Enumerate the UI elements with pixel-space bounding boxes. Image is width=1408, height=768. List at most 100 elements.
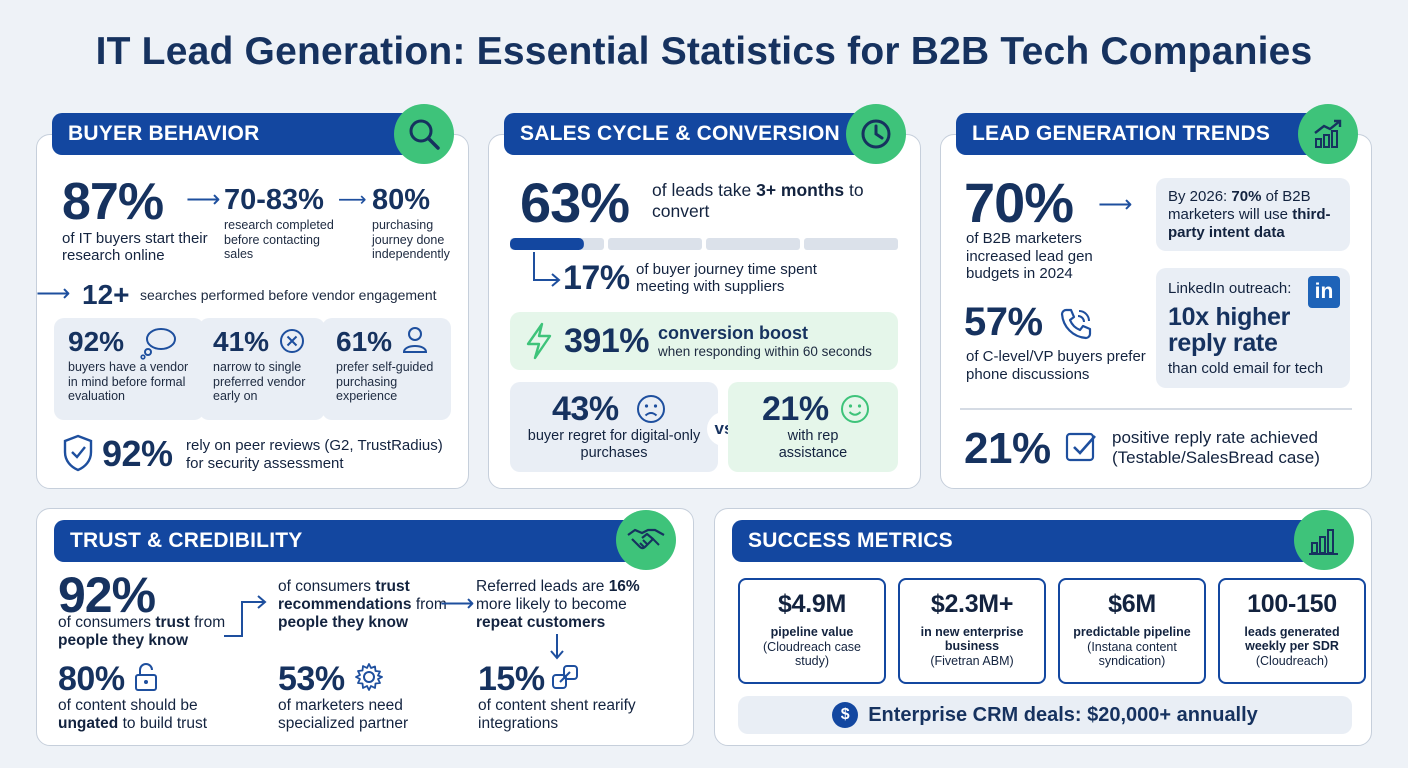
close-circle-icon	[279, 328, 305, 359]
page-title: IT Lead Generation: Essential Statistics…	[95, 30, 1313, 73]
t1-b1: trust	[155, 614, 190, 631]
stat-21-rep-label: with rep assistance	[778, 428, 848, 461]
metric-card: $6M predictable pipeline (Instana content …	[1058, 578, 1206, 684]
intent-data-text: By 2026: 70% of B2B marketers will use t…	[1168, 188, 1344, 242]
phone-icon	[1058, 306, 1094, 347]
stat-63-text-end: to convert	[652, 180, 864, 221]
trust-header: TRUST & CREDIBILITY	[54, 520, 634, 562]
stat-card-92-vendor: 92% buyers have a vendor in mind before …	[54, 318, 204, 420]
stat-70-budget: 70%	[964, 171, 1074, 234]
thought-bubble-icon	[140, 326, 178, 365]
stat-70-83: 70-83%	[224, 184, 324, 216]
intent-bold2: third-party intent data	[1168, 206, 1331, 241]
bar-chart-icon	[1294, 510, 1354, 570]
user-icon	[402, 326, 428, 359]
search-icon	[394, 104, 454, 164]
stat-17: 17%	[563, 259, 630, 297]
stat-21-reply-label: positive reply rate achieved (Testable/S…	[1112, 428, 1320, 467]
linkedin-title: LinkedIn outreach:	[1168, 280, 1292, 297]
metric-source: (Fivetran ABM)	[930, 654, 1014, 668]
metric-label: predictable pipeline	[1073, 625, 1191, 639]
stat-391-label: when responding within 60 seconds	[658, 344, 872, 359]
linkedin-label: than cold email for tech	[1168, 360, 1324, 377]
stat-referred-leads: Referred leads are 16% more likely to be…	[476, 578, 651, 632]
stat-card-41: 41% narrow to single preferred vendor ea…	[199, 318, 325, 420]
stat-63-text: of leads take	[652, 180, 757, 200]
stat-43-label: buyer regret for digital-only purchases	[527, 428, 701, 461]
t4-pre: of content should be	[58, 697, 198, 714]
progress-segment	[608, 238, 702, 250]
crm-deals-bar: $ Enterprise CRM deals: $20,000+ annuall…	[738, 696, 1352, 734]
stat-63-label: of leads take 3+ months to convert	[652, 180, 882, 222]
stat-53: 53%	[278, 660, 345, 698]
stat-92-peer-label: rely on peer reviews (G2, TrustRadius) f…	[186, 437, 443, 472]
success-metrics-header: SUCCESS METRICS	[732, 520, 1312, 562]
lock-icon	[133, 662, 159, 697]
card-value: 61%	[336, 326, 393, 357]
metric-label: leads generated weekly per SDR	[1244, 625, 1340, 653]
stat-80: 80%	[372, 184, 431, 216]
linkedin-icon: in	[1308, 276, 1340, 308]
stat-12plus: 12+	[82, 279, 130, 310]
arrow-down-icon	[550, 634, 564, 665]
lightning-icon	[524, 322, 554, 365]
stat-92-trust: 92%	[58, 567, 156, 623]
stat-70-83-label: research completed before contacting sal…	[224, 218, 334, 261]
card-value: 41%	[213, 326, 270, 357]
stat-87-label: of IT buyers start their research online	[62, 230, 208, 264]
stat-21-rep: 21%	[762, 390, 829, 428]
metric-card: 100-150 leads generated weekly per SDR (Cl…	[1218, 578, 1366, 684]
divider	[960, 408, 1352, 410]
t3-b1: 16%	[608, 578, 640, 595]
metric-value: $4.9M	[778, 590, 846, 618]
metric-value: $6M	[1108, 590, 1156, 618]
t3-b2: repeat customers	[476, 614, 606, 631]
arrow-right-icon: ⟶	[36, 280, 71, 307]
t2-b1: trust recommendations	[278, 578, 412, 613]
progress-track	[510, 238, 898, 250]
arrow-right-icon: ⟶	[440, 590, 475, 617]
arrow-right-icon: ⟶	[1098, 191, 1133, 218]
journey-progress-bar	[510, 237, 898, 250]
regret-card: 43% buyer regret for digital-only purcha…	[510, 382, 718, 472]
crm-deals-text: Enterprise CRM deals: $20,000+ annually	[868, 703, 1258, 726]
stat-17-label: of buyer journey time spent meeting with…	[636, 261, 817, 295]
metric-label: in new enterprise business	[920, 625, 1024, 653]
stat-53-label: of marketers need specialized partner	[278, 697, 409, 732]
t2-pre: of consumers	[278, 578, 376, 595]
intent-data-box: By 2026: 70% of B2B marketers will use t…	[1156, 178, 1350, 251]
arrow-right-icon: ⟶	[186, 186, 221, 213]
elbow-arrow-icon	[530, 250, 564, 295]
card-value: 92%	[68, 326, 125, 357]
lead-gen-trends-header: LEAD GENERATION TRENDS	[956, 113, 1316, 155]
stat-card-61: 61% prefer self-guided purchasing experi…	[322, 318, 451, 420]
card-label: narrow to single preferred vendor early …	[213, 360, 306, 403]
metric-source: (Instana content syndication)	[1087, 640, 1177, 668]
metric-source: (Cloudreach case study)	[763, 640, 861, 668]
intent-bold1: 70%	[1231, 188, 1262, 205]
stat-15: 15%	[478, 660, 545, 698]
stat-80-ungated-label: of content should be ungated to build tr…	[58, 697, 228, 733]
stat-92-peer: 92%	[102, 433, 173, 474]
t4-b: ungated	[58, 715, 119, 732]
rep-assist-card: 21% with rep assistance	[728, 382, 898, 472]
checkbox-icon	[1064, 428, 1100, 469]
stat-92-trust-label: of consumers trust from people they know	[58, 614, 238, 650]
intent-pre: By 2026:	[1168, 188, 1232, 205]
stat-391: 391%	[564, 322, 649, 360]
stat-trust-recommendations: of consumers trust recommendations from …	[278, 578, 448, 632]
stat-43: 43%	[552, 390, 619, 428]
arrow-right-icon: ⟶	[338, 189, 367, 211]
dollar-icon: $	[832, 702, 859, 728]
growth-chart-icon	[1298, 104, 1358, 164]
stat-57-label: of C-level/VP buyers prefer phone discus…	[966, 348, 1146, 383]
progress-segment	[804, 238, 898, 250]
stat-87: 87%	[62, 173, 164, 231]
stat-70-budget-label: of B2B marketers increased lead gen budg…	[966, 230, 1093, 282]
t1-pre: of consumers	[58, 614, 156, 631]
buyer-behavior-header: BUYER BEHAVIOR	[52, 113, 412, 155]
progress-segment	[706, 238, 800, 250]
metric-value: 100-150	[1247, 590, 1337, 618]
gear-icon	[354, 662, 384, 697]
stat-63: 63%	[520, 171, 630, 234]
